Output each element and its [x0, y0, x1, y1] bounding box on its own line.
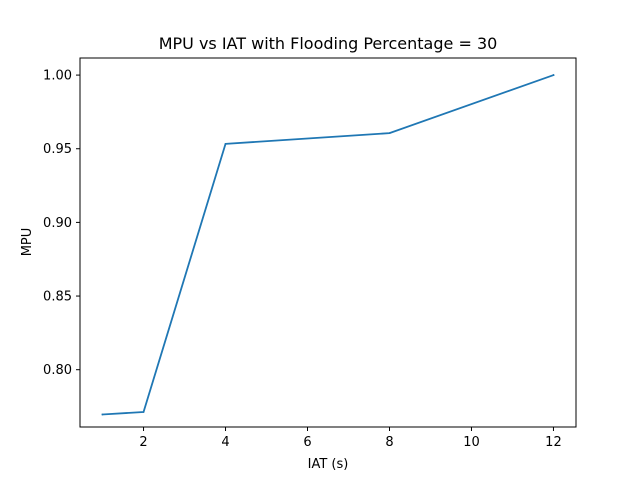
- plot-frame: [79, 57, 577, 428]
- x-axis-ticks: 2 4 6 8 10 12: [139, 427, 562, 450]
- data-point: [224, 142, 227, 145]
- y-tick-label: 0.80: [43, 363, 72, 378]
- x-tick-label: 6: [303, 435, 311, 450]
- y-tick-label: 0.90: [43, 216, 72, 231]
- x-tick-label: 4: [221, 435, 229, 450]
- data-point: [552, 74, 555, 76]
- data-point: [101, 413, 104, 416]
- x-axis-label: IAT (s): [308, 457, 349, 472]
- y-axis-label: MPU: [20, 228, 35, 257]
- x-tick-label: 2: [139, 435, 147, 450]
- plot-area: 2 4 6 8 10 12 0.80 0.85 0.90 0.95 1.00: [43, 57, 577, 450]
- x-tick-label: 12: [545, 435, 562, 450]
- x-tick-label: 10: [463, 435, 480, 450]
- y-axis-ticks: 0.80 0.85 0.90 0.95 1.00: [43, 69, 80, 378]
- data-point: [142, 411, 145, 413]
- chart-title: MPU vs IAT with Flooding Percentage = 30: [159, 34, 498, 53]
- y-tick-label: 0.85: [43, 290, 72, 305]
- data-point: [388, 132, 391, 135]
- y-tick-label: 0.95: [43, 142, 72, 157]
- series-layer: [101, 73, 555, 416]
- x-tick-label: 8: [385, 435, 393, 450]
- y-tick-label: 1.00: [43, 69, 72, 84]
